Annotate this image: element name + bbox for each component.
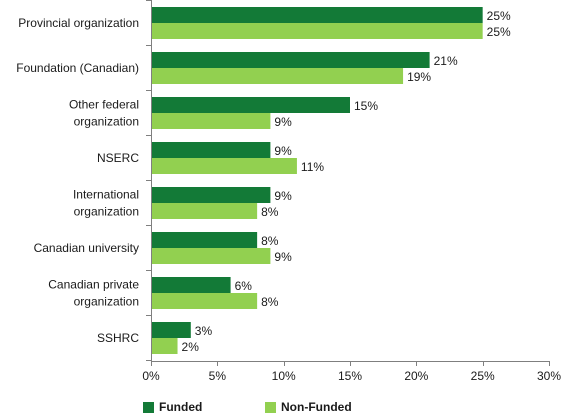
value-label: 19% [407,70,431,84]
x-tick-label: 0% [142,369,160,383]
x-tick-label: 20% [404,369,428,383]
value-label: 15% [354,99,378,113]
bars-group [151,7,483,354]
value-label: 6% [235,279,253,293]
value-labels-group: 25% 25% 21%19% 15% 9% 9% 11% 9% 8% 8% 9% 6% 8% 3% 2% [182,9,511,354]
category-label: Canadian private [48,278,139,292]
value-label: 9% [274,189,292,203]
bar-non-funded-0 [151,23,483,39]
value-label: 3% [195,324,213,338]
bar-non-funded-4 [151,203,258,219]
category-label: organization [74,205,139,219]
value-label: 9% [274,115,292,129]
bar-non-funded-2 [151,113,271,129]
category-label: SSHRC [97,331,139,345]
category-labels-group: Provincial organization Foundation (Canad… [16,16,139,345]
bar-funded-6 [151,277,231,293]
bar-non-funded-5 [151,248,271,264]
category-label: Provincial organization [18,16,139,30]
legend-swatch-funded [143,402,154,413]
value-label: 9% [274,144,292,158]
bar-non-funded-7 [151,338,178,354]
value-label: 21% [434,54,458,68]
value-label: 8% [261,295,279,309]
axes-group: 0% 5% 10% 15% 20% 25% 30% [142,0,561,383]
value-label: 8% [261,234,279,248]
value-label: 8% [261,205,279,219]
bar-non-funded-3 [151,158,297,174]
bar-funded-1 [151,52,430,68]
category-label: Foundation (Canadian) [16,61,139,75]
bar-funded-5 [151,232,258,248]
category-label: organization [74,115,139,129]
category-label: NSERC [97,151,139,165]
x-tick-label: 15% [338,369,362,383]
category-label: organization [74,295,139,309]
legend-swatch-non-funded [265,402,276,413]
bar-non-funded-1 [151,68,404,84]
value-label: 9% [274,250,292,264]
bar-funded-2 [151,97,350,113]
bar-funded-0 [151,7,483,23]
x-tick-label: 10% [272,369,296,383]
x-tick-label: 30% [537,369,561,383]
category-label: Other federal [69,98,139,112]
legend: Funded Non-Funded [143,400,352,413]
value-label: 25% [487,9,511,23]
value-label: 2% [182,340,200,354]
bar-non-funded-6 [151,293,258,309]
value-label: 25% [487,25,511,39]
category-label: Canadian university [34,241,139,255]
x-tick-label: 5% [209,369,227,383]
bar-funded-7 [151,322,191,338]
category-label: International [73,188,139,202]
legend-label-funded: Funded [159,400,202,413]
bar-funded-4 [151,187,271,203]
x-tick-label: 25% [471,369,495,383]
legend-label-non-funded: Non-Funded [281,400,352,413]
bar-funded-3 [151,142,271,158]
value-label: 11% [301,160,324,174]
